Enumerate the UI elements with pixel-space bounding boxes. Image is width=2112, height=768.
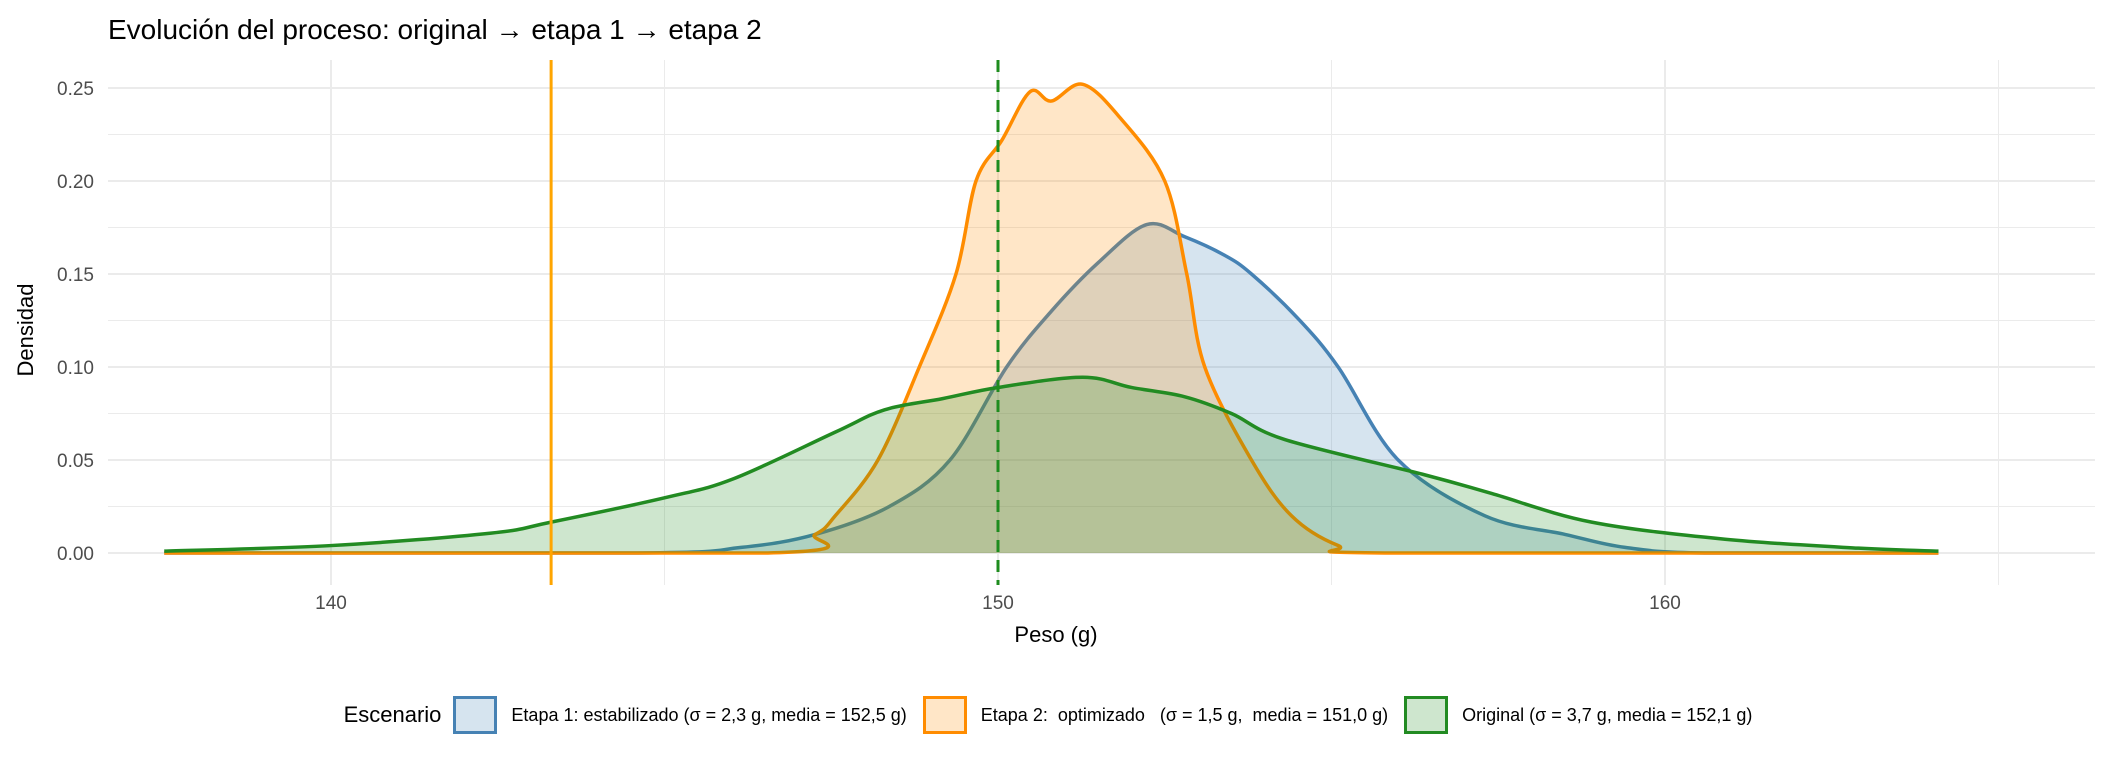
density-area-series-1 [164, 83, 1939, 554]
legend-label-etapa2: Etapa 2: optimizado (σ = 1,5 g, media = … [980, 704, 1389, 725]
legend-key-original [1404, 696, 1449, 734]
legend-label-original: Original (σ = 3,7 g, media = 152,1 g) [1462, 704, 1753, 725]
legend-title: Escenario [343, 702, 442, 727]
y-tick-label: 0.25 [57, 79, 94, 100]
legend: Escenario Etapa 1: estabilizado (σ = 2,3… [0, 696, 2112, 734]
x-tick-label: 140 [315, 593, 347, 614]
y-tick-label: 0.15 [57, 265, 94, 286]
chart-title: Evolución del proceso: original → etapa … [108, 14, 762, 45]
y-tick-label: 0.00 [57, 544, 94, 565]
density-line-series-0 [164, 221, 1939, 555]
y-tick-label: 0.10 [57, 358, 94, 379]
legend-key-etapa1 [453, 696, 498, 734]
density-area-series-2 [164, 377, 1939, 553]
x-tick-label: 160 [1649, 593, 1681, 614]
reference-lines [549, 60, 1000, 585]
y-tick-label: 0.20 [57, 172, 94, 193]
x-axis-title: Peso (g) [1014, 622, 1097, 647]
density-line-series-1 [164, 82, 1939, 555]
density-areas [164, 82, 1939, 555]
density-line-series-2 [164, 375, 1939, 553]
legend-key-etapa2 [922, 696, 967, 734]
x-tick-label: 150 [982, 593, 1014, 614]
density-area-series-0 [164, 223, 1939, 553]
y-axis-title: Densidad [13, 284, 38, 377]
legend-label-etapa1: Etapa 1: estabilizado (σ = 2,3 g, media … [511, 704, 907, 725]
y-tick-label: 0.05 [57, 451, 94, 472]
tick-labels: 0.00 0.05 0.10 0.15 0.20 0.25 140 150 160 [57, 79, 1681, 614]
